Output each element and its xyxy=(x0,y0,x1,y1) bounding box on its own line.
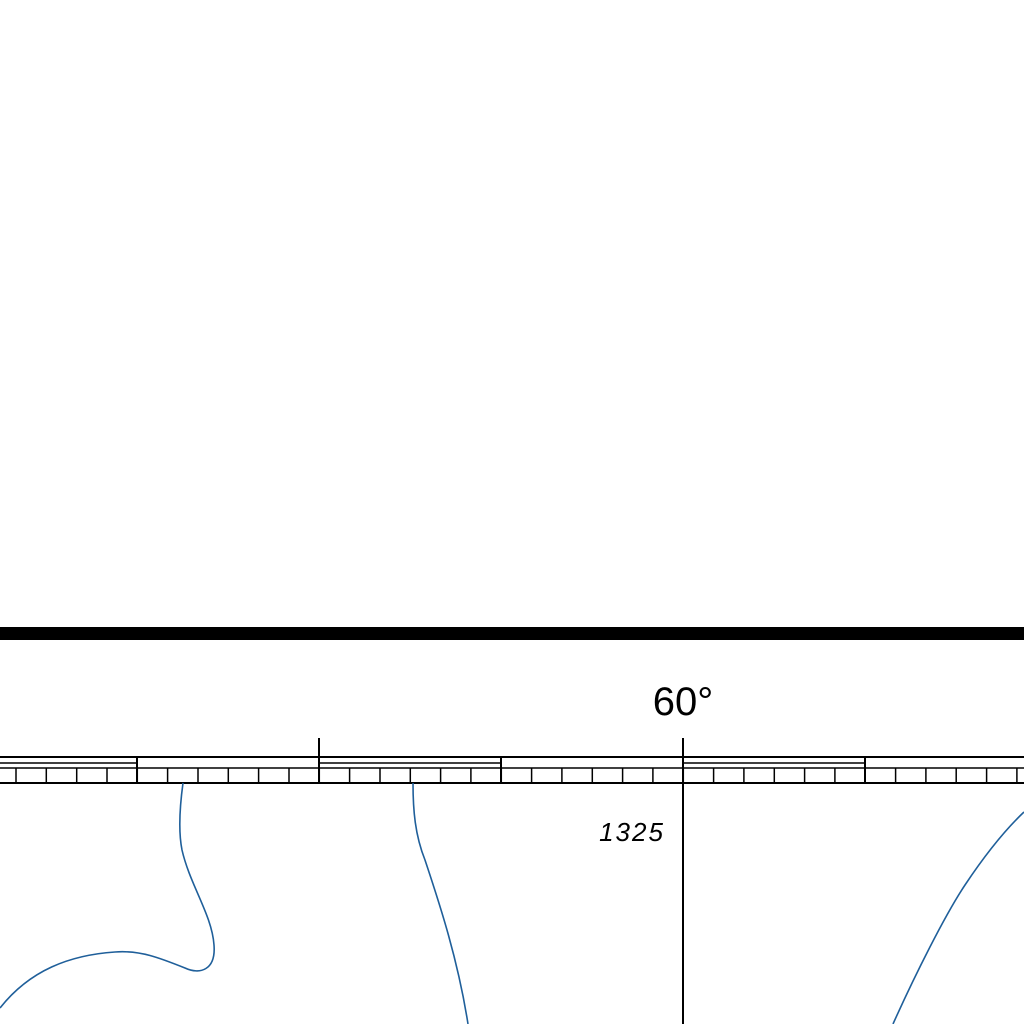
depth-contour-left xyxy=(0,782,215,1009)
depth-contours xyxy=(0,782,1024,1024)
longitude-label: 60° xyxy=(653,680,714,724)
map-neatline xyxy=(0,627,1024,640)
scale-minute-ticks xyxy=(15,768,1018,783)
depth-label: 1325 xyxy=(599,817,665,847)
depth-contour-center xyxy=(412,782,469,1024)
depth-contour-right xyxy=(892,811,1024,1024)
graduated-border-scale xyxy=(0,738,1024,784)
scale-major-ticks xyxy=(136,738,866,783)
